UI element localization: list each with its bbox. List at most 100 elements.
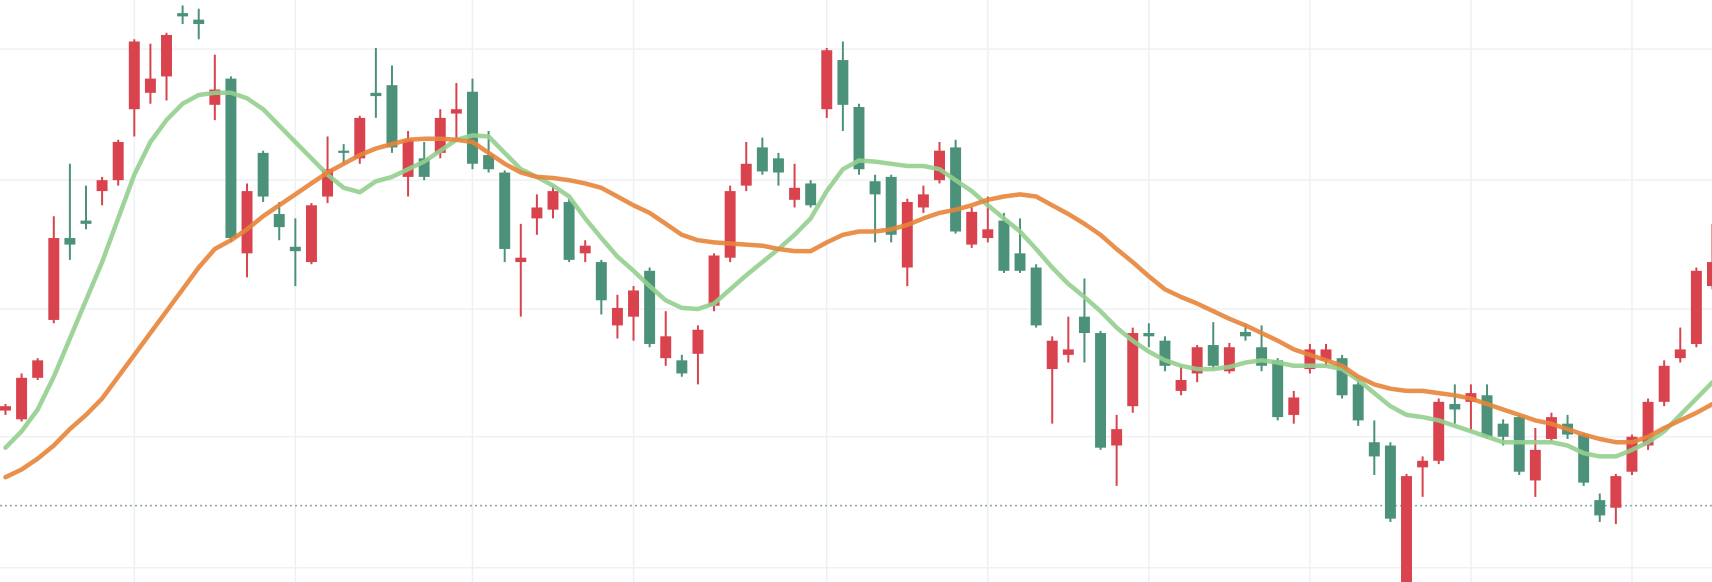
- candle-body: [144, 78, 156, 93]
- moving-average-line: [3, 90, 1712, 459]
- candle-body: [1143, 333, 1155, 337]
- candle-body: [289, 246, 301, 252]
- candle-body: [1062, 349, 1074, 355]
- candle-body: [1401, 476, 1412, 582]
- candle-body: [80, 220, 92, 224]
- candle-body: [322, 169, 334, 197]
- candle-body: [96, 180, 108, 192]
- candle-body: [805, 183, 817, 206]
- candle-body: [579, 245, 591, 254]
- candle-body: [547, 191, 559, 210]
- candle-body: [257, 152, 269, 197]
- candle-body: [1352, 384, 1364, 421]
- candle-body: [1030, 267, 1042, 326]
- candle-body: [1610, 476, 1622, 508]
- candle-body: [402, 139, 414, 177]
- candle-body: [112, 141, 124, 181]
- candle-body: [241, 191, 253, 254]
- candle-body: [837, 60, 849, 105]
- candle-body: [966, 211, 978, 245]
- candle-body: [418, 158, 430, 177]
- candle-body: [225, 78, 237, 239]
- candle-body: [789, 187, 801, 200]
- moving-average-line: [3, 136, 1712, 480]
- candle-body: [1674, 349, 1686, 359]
- candle-body: [1336, 358, 1348, 396]
- candle-body: [531, 207, 543, 219]
- candle-body: [128, 41, 140, 110]
- candle-body: [338, 150, 350, 153]
- candle-body: [1690, 270, 1702, 344]
- candle-body: [1545, 417, 1557, 439]
- candle-body: [1014, 253, 1026, 271]
- candle-body: [386, 85, 398, 148]
- candle-body: [1175, 379, 1187, 391]
- candle-body: [1078, 316, 1090, 334]
- candle-body: [1127, 333, 1139, 407]
- candle-body: [1159, 340, 1171, 366]
- candle-body: [209, 89, 221, 105]
- candle-body: [1658, 365, 1670, 402]
- candle-body: [0, 406, 11, 411]
- candle-body: [32, 360, 44, 378]
- candle-body: [1497, 423, 1509, 437]
- candle-body: [1626, 436, 1638, 472]
- candle-body: [1594, 500, 1606, 516]
- candle-body: [644, 270, 656, 344]
- candle-body: [1207, 345, 1219, 366]
- candle-body: [1529, 449, 1541, 481]
- candle-body: [756, 147, 768, 172]
- candle-body: [450, 109, 462, 114]
- candle-body: [611, 307, 623, 326]
- candle-body: [885, 176, 897, 235]
- candle-body: [161, 34, 172, 77]
- candle-body: [354, 117, 366, 159]
- candle-body: [467, 91, 478, 164]
- candle-body: [193, 19, 205, 25]
- candle-body: [177, 13, 189, 17]
- candle-body: [1368, 442, 1380, 457]
- candle-body: [434, 117, 446, 153]
- candle-body: [1578, 434, 1590, 483]
- candle-body: [1095, 333, 1107, 448]
- candle-body: [708, 255, 720, 306]
- candle-body: [563, 202, 575, 260]
- candle-body: [16, 377, 28, 420]
- candle-body: [370, 92, 382, 97]
- candle-body: [1111, 429, 1123, 446]
- candle-body: [869, 181, 881, 195]
- candle-body: [1449, 404, 1461, 410]
- candle-body: [1256, 347, 1268, 366]
- candle-body: [934, 150, 945, 181]
- candle-body: [1223, 347, 1235, 372]
- candle-body: [515, 257, 527, 263]
- candle-body: [950, 147, 962, 232]
- candle-body: [595, 262, 607, 301]
- candle-body: [724, 191, 736, 258]
- candle-body: [660, 336, 672, 359]
- candle-body: [1272, 360, 1284, 418]
- candle-body: [821, 50, 833, 110]
- candle-body: [998, 220, 1010, 271]
- candle-body: [1304, 349, 1316, 370]
- candle-body: [483, 155, 495, 170]
- candle-body: [1417, 460, 1429, 468]
- candle-body: [1191, 347, 1203, 374]
- candle-body: [64, 238, 76, 245]
- candle-body: [1707, 262, 1712, 287]
- candle-body: [740, 163, 752, 186]
- candle-body: [1046, 340, 1058, 370]
- candle-body: [982, 229, 994, 239]
- candle-body: [917, 194, 929, 208]
- candle-body: [1433, 401, 1445, 461]
- candle-body: [1384, 445, 1396, 519]
- candle-body: [1288, 397, 1300, 415]
- candle-body: [273, 214, 285, 228]
- candle-body: [853, 107, 865, 170]
- candle-body: [305, 205, 317, 263]
- candle-body: [48, 238, 60, 320]
- candle-body: [628, 290, 640, 317]
- candle-body: [499, 172, 511, 249]
